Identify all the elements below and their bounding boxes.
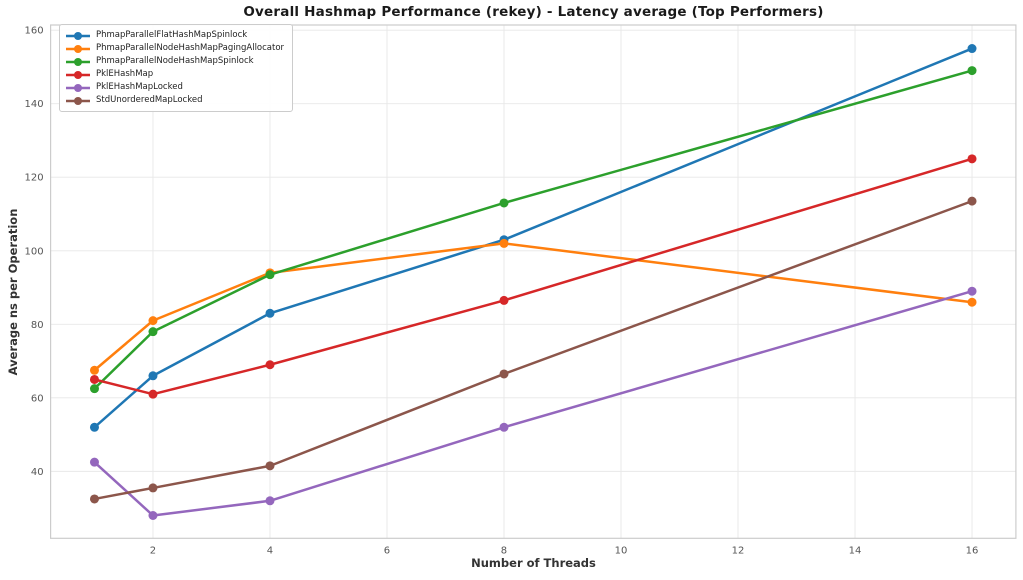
data-point-PklEHashMap-x2	[148, 389, 158, 399]
data-point-PhmapParallelNodeHashMapPagingAllocator-x2	[148, 316, 158, 326]
data-point-PklEHashMapLocked-x16	[967, 286, 977, 296]
x-tick-label-4: 4	[267, 545, 273, 556]
data-point-PhmapParallelNodeHashMapSpinlock-x8	[499, 198, 509, 208]
data-point-StdUnorderedMapLocked-x4	[265, 461, 275, 471]
data-point-PklEHashMap-x1	[89, 374, 99, 384]
data-point-PklEHashMapLocked-x4	[265, 496, 275, 506]
x-axis-label: Number of Threads	[471, 556, 596, 570]
data-point-StdUnorderedMapLocked-x2	[148, 483, 158, 493]
legend-entry-StdUnorderedMapLocked: StdUnorderedMapLocked	[65, 94, 284, 107]
legend-label: StdUnorderedMapLocked	[96, 95, 203, 105]
data-point-PklEHashMapLocked-x2	[148, 511, 158, 521]
legend-line-marker-icon	[66, 31, 90, 40]
data-point-StdUnorderedMapLocked-x16	[967, 196, 977, 206]
legend-entry-PhmapParallelNodeHashMapSpinlock: PhmapParallelNodeHashMapSpinlock	[65, 55, 284, 68]
x-tick-label-16: 16	[966, 545, 979, 556]
legend-entry-PklEHashMap: PklEHashMap	[65, 68, 284, 81]
series-line-PhmapParallelNodeHashMapPagingAllocator	[93, 242, 973, 372]
legend-line-marker-icon	[66, 57, 90, 66]
data-point-StdUnorderedMapLocked-x8	[499, 369, 509, 379]
legend-entry-PhmapParallelFlatHashMapSpinlock: PhmapParallelFlatHashMapSpinlock	[65, 29, 284, 42]
data-point-PhmapParallelFlatHashMapSpinlock-x2	[148, 371, 158, 381]
data-point-PhmapParallelNodeHashMapSpinlock-x16	[967, 66, 977, 76]
series-line-PhmapParallelNodeHashMapSpinlock	[93, 69, 973, 390]
data-point-PhmapParallelNodeHashMapSpinlock-x2	[148, 327, 158, 337]
y-tick-label-40: 40	[31, 467, 44, 478]
y-tick-label-100: 100	[25, 246, 44, 257]
data-point-StdUnorderedMapLocked-x1	[89, 494, 99, 504]
x-tick-label-12: 12	[732, 545, 745, 556]
plot-border	[49, 24, 1017, 539]
data-point-PhmapParallelNodeHashMapPagingAllocator-x8	[499, 238, 509, 248]
legend-label: PhmapParallelFlatHashMapSpinlock	[96, 30, 248, 40]
y-tick-label-120: 120	[25, 173, 44, 184]
legend: PhmapParallelFlatHashMapSpinlock PhmapPar…	[59, 24, 294, 112]
data-point-PhmapParallelFlatHashMapSpinlock-x16	[967, 44, 977, 54]
data-point-PhmapParallelFlatHashMapSpinlock-x1	[89, 422, 99, 432]
data-point-PhmapParallelNodeHashMapPagingAllocator-x16	[967, 297, 977, 307]
legend-label: PklEHashMap	[96, 69, 154, 79]
legend-line-marker-icon	[66, 70, 90, 79]
data-point-PhmapParallelNodeHashMapSpinlock-x1	[89, 384, 99, 394]
legend-label: PklEHashMapLocked	[96, 82, 183, 92]
y-tick-label-140: 140	[25, 99, 44, 110]
x-tick-label-8: 8	[501, 545, 507, 556]
x-tick-label-6: 6	[384, 545, 390, 556]
legend-line-marker-icon	[66, 96, 90, 105]
data-point-PklEHashMap-x16	[967, 154, 977, 164]
legend-entry-PklEHashMapLocked: PklEHashMapLocked	[65, 81, 284, 94]
data-point-PhmapParallelNodeHashMapPagingAllocator-x1	[89, 365, 99, 375]
data-point-PklEHashMapLocked-x1	[89, 457, 99, 467]
x-tick-label-14: 14	[849, 545, 862, 556]
x-tick-label-2: 2	[150, 545, 156, 556]
series-line-PklEHashMapLocked	[93, 290, 973, 517]
y-tick-label-60: 60	[31, 393, 44, 404]
data-point-PhmapParallelNodeHashMapSpinlock-x4	[265, 270, 275, 280]
data-point-PklEHashMap-x4	[265, 360, 275, 370]
legend-entry-PhmapParallelNodeHashMapPagingAllocator: PhmapParallelNodeHashMapPagingAllocator	[65, 42, 284, 55]
chart-title: Overall Hashmap Performance (rekey) - La…	[243, 4, 824, 20]
y-tick-label-160: 160	[25, 26, 44, 37]
data-point-PklEHashMapLocked-x8	[499, 422, 509, 432]
legend-label: PhmapParallelNodeHashMapPagingAllocator	[96, 43, 285, 53]
series-line-StdUnorderedMapLocked	[94, 199, 973, 501]
data-point-PhmapParallelFlatHashMapSpinlock-x4	[265, 308, 275, 318]
data-point-PklEHashMap-x8	[499, 295, 509, 305]
legend-line-marker-icon	[66, 44, 90, 53]
y-tick-label-80: 80	[31, 320, 44, 331]
legend-line-marker-icon	[66, 83, 90, 92]
x-tick-label-10: 10	[615, 545, 628, 556]
legend-label: PhmapParallelNodeHashMapSpinlock	[96, 56, 254, 66]
